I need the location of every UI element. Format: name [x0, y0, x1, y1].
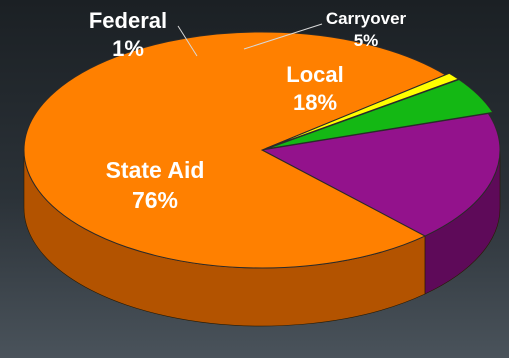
slice-value-local: 18% — [293, 90, 337, 115]
pie-slice-carryover — [266, 78, 494, 150]
pie-slice-local — [260, 112, 501, 237]
slice-label-local: Local — [286, 62, 343, 87]
slice-value-federal: 1% — [112, 36, 144, 61]
slice-label-carryover: Carryover — [326, 9, 407, 28]
pie-slice-state-aid — [23, 31, 447, 269]
leader-line-carryover — [243, 23, 323, 50]
leader-lines — [177, 23, 323, 57]
slice-labels: Local 18% State Aid 76% Federal 1% Carryover 5% — [89, 8, 407, 213]
slice-value-state-aid: 76% — [132, 187, 178, 213]
pie-tops — [23, 31, 501, 269]
slice-label-state-aid: State Aid — [106, 157, 205, 183]
pie-slice-federal — [265, 72, 460, 149]
slice-label-federal: Federal — [89, 8, 167, 33]
leader-line-federal — [177, 25, 198, 57]
slice-value-carryover: 5% — [354, 31, 379, 50]
